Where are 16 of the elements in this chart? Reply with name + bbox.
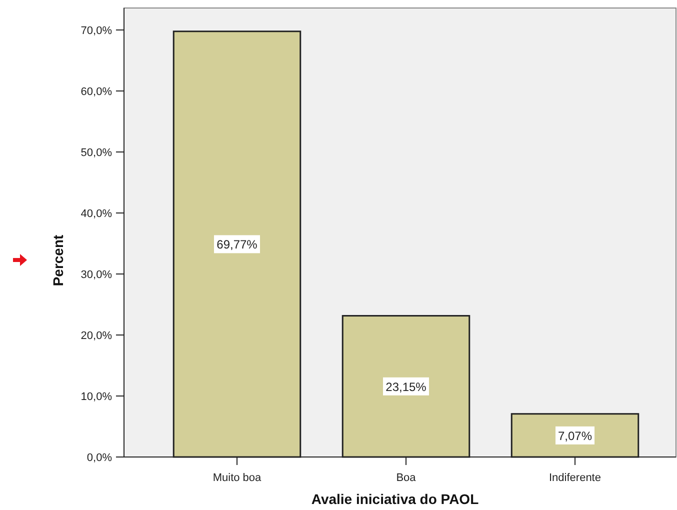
y-tick-label: 20,0%	[80, 330, 112, 342]
y-tick-label: 0,0%	[86, 452, 112, 464]
data-label: 23,15%	[386, 380, 427, 394]
x-tick-label: Indiferente	[549, 472, 601, 484]
x-tick-label: Muito boa	[212, 472, 262, 484]
x-axis-title: Avalie iniciativa do PAOL	[311, 491, 480, 507]
y-tick-label: 50,0%	[80, 146, 112, 159]
y-axis-title: Percent	[50, 234, 66, 286]
x-tick-label: Boa	[396, 472, 417, 484]
y-tick-label: 70,0%	[80, 24, 112, 37]
y-tick-label: 60,0%	[80, 86, 112, 98]
y-tick-label: 10,0%	[80, 390, 112, 403]
y-tick-label: 30,0%	[80, 268, 112, 281]
data-label: 69,77%	[216, 238, 258, 252]
y-tick-label: 40,0%	[80, 208, 112, 220]
data-label: 7,07%	[558, 428, 592, 443]
